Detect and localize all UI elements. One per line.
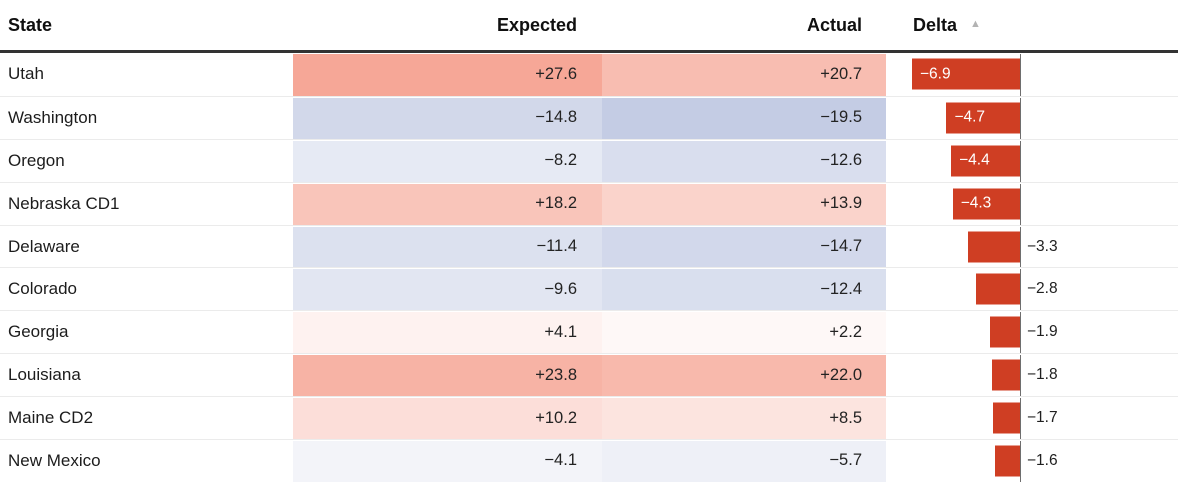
table-row: Nebraska CD1 +18.2 +13.9 −4.3 (0, 181, 1178, 225)
actual-cell: +2.2 (602, 311, 886, 354)
delta-value-label: −1.8 (1027, 366, 1058, 384)
state-cell: Utah (8, 64, 44, 84)
delta-cell: −1.6 (886, 440, 1178, 482)
delta-cell: −6.9 (886, 53, 1178, 96)
actual-cell: +8.5 (602, 397, 886, 440)
actual-cell: +13.9 (602, 182, 886, 225)
expected-cell: −11.4 (293, 225, 602, 268)
column-header-delta-label: Delta (913, 14, 958, 35)
expected-cell: −8.2 (293, 139, 602, 182)
state-cell: Maine CD2 (8, 408, 94, 428)
delta-cell: −3.3 (886, 226, 1178, 268)
column-header-expected[interactable]: Expected (496, 14, 577, 35)
table-body: Utah +27.6 +20.7 −6.9 Washington −14.8 −… (0, 53, 1178, 482)
state-cell: New Mexico (8, 450, 101, 470)
delta-cell: −4.3 (886, 183, 1178, 225)
delta-value-label: −6.9 (920, 65, 951, 83)
table-row: Georgia +4.1 +2.2 −1.9 (0, 310, 1178, 354)
delta-bar (976, 273, 1020, 305)
sort-ascending-icon: ▲ (970, 18, 981, 30)
table-row: Louisiana +23.8 +22.0 −1.8 (0, 353, 1178, 397)
zero-baseline (1020, 355, 1021, 397)
state-cell: Oregon (8, 150, 65, 170)
table-row: Colorado −9.6 −12.4 −2.8 (0, 267, 1178, 311)
delta-value-label: −1.9 (1027, 323, 1058, 341)
actual-cell: +20.7 (602, 53, 886, 96)
delta-cell: −4.7 (886, 97, 1178, 139)
delta-bar: −6.9 (912, 58, 1020, 90)
actual-cell: −12.6 (602, 139, 886, 182)
actual-cell: −14.7 (602, 225, 886, 268)
state-cell: Nebraska CD1 (8, 193, 120, 213)
actual-cell: +22.0 (602, 354, 886, 397)
expected-cell: −9.6 (293, 268, 602, 311)
delta-cell: −1.8 (886, 354, 1178, 397)
delta-value-label: −3.3 (1027, 237, 1058, 255)
delta-bar (990, 316, 1020, 348)
delta-cell: −4.4 (886, 140, 1178, 182)
state-cell: Washington (8, 107, 98, 127)
delta-value-label: −4.3 (960, 194, 992, 212)
column-header-delta[interactable]: Delta ▲ (886, 15, 1178, 36)
zero-baseline (1020, 140, 1021, 182)
expected-cell: +10.2 (293, 397, 602, 440)
expected-cell: +27.6 (293, 53, 602, 96)
delta-value-label: −4.7 (954, 108, 986, 126)
delta-bar: −4.7 (946, 102, 1020, 134)
zero-baseline (1020, 269, 1021, 311)
delta-bar (994, 445, 1020, 477)
delta-value-label: −4.4 (959, 151, 990, 169)
table-row: Oregon −8.2 −12.6 −4.4 (0, 138, 1178, 182)
zero-baseline (1020, 97, 1021, 139)
zero-baseline (1020, 312, 1021, 354)
table-row: Maine CD2 +10.2 +8.5 −1.7 (0, 396, 1178, 440)
column-header-state[interactable]: State (8, 14, 53, 35)
table-row: New Mexico −4.1 −5.7 −1.6 (0, 439, 1178, 482)
zero-baseline (1020, 398, 1021, 440)
state-cell: Delaware (8, 236, 80, 256)
zero-baseline (1020, 54, 1021, 96)
delta-bar (968, 231, 1020, 262)
delta-cell: −2.8 (886, 268, 1178, 311)
expected-cell: −4.1 (293, 440, 602, 482)
zero-baseline (1020, 183, 1021, 225)
actual-cell: −5.7 (602, 440, 886, 482)
expected-cell: −14.8 (293, 96, 602, 139)
table-row: Utah +27.6 +20.7 −6.9 (0, 53, 1178, 96)
delta-cell: −1.7 (886, 397, 1178, 440)
table-row: Washington −14.8 −19.5 −4.7 (0, 95, 1178, 139)
delta-bar (993, 402, 1020, 434)
delta-bar: −4.4 (951, 145, 1020, 177)
delta-bar (991, 359, 1020, 391)
delta-value-label: −1.6 (1027, 451, 1058, 469)
actual-cell: −19.5 (602, 96, 886, 139)
delta-value-label: −1.7 (1027, 409, 1058, 427)
delta-cell: −1.9 (886, 311, 1178, 354)
state-cell: Georgia (8, 322, 69, 342)
table-header-row: State Expected Actual Delta ▲ (0, 0, 1178, 53)
state-cell: Colorado (8, 279, 77, 299)
table-row: Delaware −11.4 −14.7 −3.3 (0, 224, 1178, 268)
expected-cell: +4.1 (293, 311, 602, 354)
actual-cell: −12.4 (602, 268, 886, 311)
zero-baseline (1020, 226, 1021, 268)
delta-bar: −4.3 (952, 188, 1020, 220)
expected-cell: +23.8 (293, 354, 602, 397)
delta-value-label: −2.8 (1027, 280, 1058, 298)
state-cell: Louisiana (8, 365, 81, 385)
expected-cell: +18.2 (293, 182, 602, 225)
zero-baseline (1020, 441, 1021, 482)
column-header-actual[interactable]: Actual (806, 14, 862, 35)
